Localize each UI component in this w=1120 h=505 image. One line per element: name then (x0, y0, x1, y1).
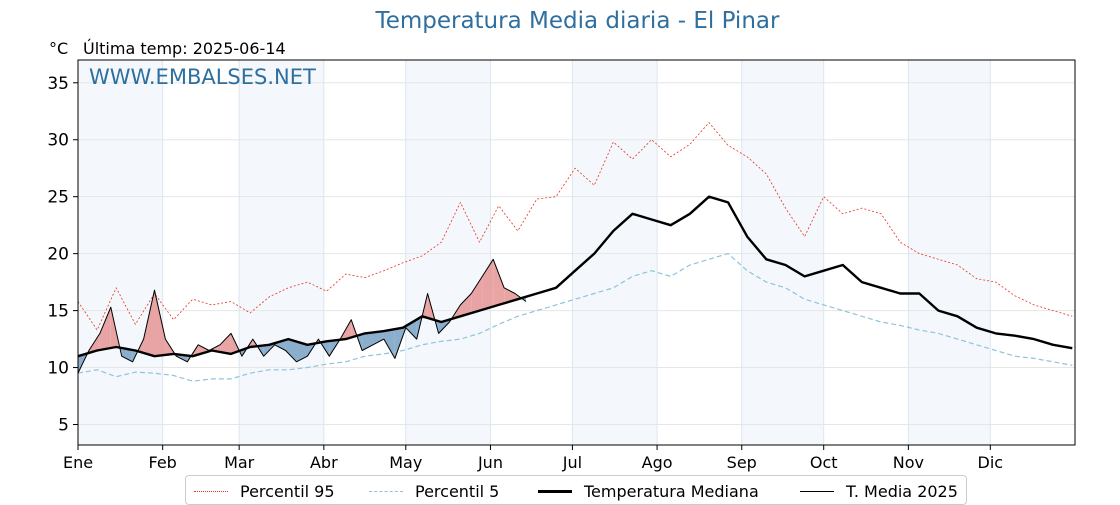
month-band-ene (78, 60, 163, 445)
x-tick-label: Oct (810, 453, 838, 472)
legend-swatch-2025 (800, 491, 834, 492)
x-tick-label: Abr (310, 453, 338, 472)
legend-item-median: Temperatura Mediana (538, 480, 759, 502)
x-tick-label: Jun (477, 453, 503, 472)
month-band-may (406, 60, 491, 445)
legend-label-p95: Percentil 95 (240, 482, 335, 501)
y-tick-label: 5 (58, 415, 69, 435)
x-tick-label: May (389, 453, 422, 472)
y-tick-label: 35 (47, 74, 69, 94)
legend-swatch-p95 (194, 491, 228, 492)
x-tick-label: Dic (978, 453, 1004, 472)
x-tick-label: Feb (149, 453, 177, 472)
y-tick-label: 10 (47, 359, 69, 379)
month-band-jul (572, 60, 657, 445)
watermark: WWW.EMBALSES.NET (89, 65, 316, 89)
x-tick-label: Sep (727, 453, 757, 472)
month-band-nov (908, 60, 990, 445)
x-tick-label: Ago (642, 453, 673, 472)
x-tick-label: Mar (224, 453, 255, 472)
x-axis: Ene Feb Mar Abr May Jun Jul Ago Sep Oct Nov Dic (63, 445, 1003, 472)
legend-swatch-median (538, 490, 572, 493)
legend-item-2025: T. Media 2025 (800, 480, 958, 502)
x-tick-label: Ene (63, 453, 93, 472)
legend-label-median: Temperatura Mediana (584, 482, 759, 501)
legend-swatch-p5 (369, 491, 403, 492)
legend-label-p5: Percentil 5 (415, 482, 499, 501)
y-tick-label: 15 (47, 302, 69, 322)
month-bands (78, 60, 990, 445)
legend-item-p5: Percentil 5 (369, 480, 499, 502)
month-band-sep (742, 60, 824, 445)
chart-area: WWW.EMBALSES.NET 5 10 15 20 25 30 35 Ene Feb Mar… (0, 0, 1120, 475)
x-tick-label: Jul (562, 453, 582, 472)
legend: Percentil 95 Percentil 5 Temperatura Med… (185, 475, 967, 505)
month-band-mar (239, 60, 324, 445)
legend-label-2025: T. Media 2025 (846, 482, 958, 501)
y-tick-label: 25 (47, 188, 69, 208)
y-tick-label: 30 (47, 131, 69, 151)
y-tick-label: 20 (47, 245, 69, 265)
x-tick-label: Nov (893, 453, 924, 472)
y-axis: 5 10 15 20 25 30 35 (47, 74, 78, 436)
legend-item-p95: Percentil 95 (194, 480, 335, 502)
